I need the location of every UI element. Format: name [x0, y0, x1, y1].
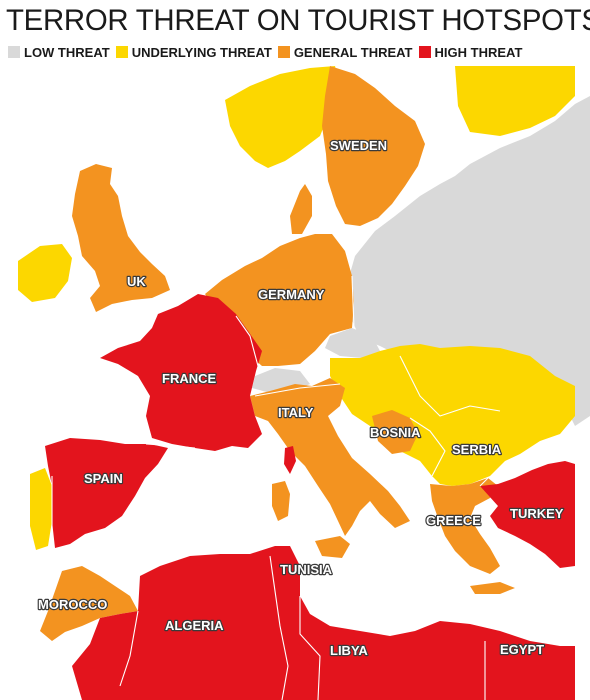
border-balkans-1: [409, 417, 446, 477]
region-france: [100, 294, 262, 451]
region-sicily: [315, 536, 350, 558]
label-serbia: SERBIA: [452, 442, 502, 457]
region-uk: [72, 164, 170, 312]
legend-swatch-underlying: [115, 46, 128, 58]
region-russia-eastern-europe: [345, 96, 590, 426]
legend: LOW THREAT UNDERLYING THREAT GENERAL THR…: [8, 42, 588, 62]
region-corsica: [284, 446, 296, 474]
label-bosnia: BOSNIA: [370, 425, 421, 440]
region-denmark: [290, 184, 312, 234]
underlying-threat-regions: [18, 66, 575, 550]
label-spain: SPAIN: [84, 471, 123, 486]
border-tunisia-libya: [299, 596, 321, 700]
label-algeria: ALGERIA: [165, 618, 224, 633]
label-greece: GREECE: [426, 513, 481, 528]
legend-item-high: HIGH THREAT: [418, 44, 523, 60]
country-labels: SWEDEN UK GERMANY FRANCE ITALY BOSNIA SE…: [37, 137, 565, 659]
low-threat-regions: [252, 96, 590, 426]
label-italy: ITALY: [278, 405, 314, 420]
legend-label-high: HIGH THREAT: [434, 44, 523, 60]
legend-label-low: LOW THREAT: [24, 44, 110, 60]
country-borders: [51, 275, 501, 700]
region-norway: [225, 66, 340, 168]
border-balkans-2: [399, 355, 501, 417]
region-turkey: [480, 461, 575, 568]
region-ireland: [18, 244, 72, 302]
region-crete: [470, 582, 515, 594]
legend-swatch-general: [277, 46, 290, 58]
legend-label-general: GENERAL THREAT: [293, 44, 413, 60]
border-france-germany: [235, 315, 259, 367]
legend-item-underlying: UNDERLYING THREAT: [115, 44, 272, 60]
region-finland: [455, 66, 575, 136]
legend-label-underlying: UNDERLYING THREAT: [131, 44, 272, 60]
region-bosnia: [372, 410, 418, 454]
region-portugal: [30, 468, 52, 550]
label-sweden: SWEDEN: [330, 138, 387, 153]
high-threat-regions: [45, 294, 575, 700]
label-germany: GERMANY: [258, 287, 325, 302]
general-threat-regions: [40, 66, 515, 641]
label-tunisia: TUNISIA: [280, 562, 333, 577]
region-greece: [430, 478, 500, 574]
region-morocco: [40, 566, 138, 641]
legend-item-general: GENERAL THREAT: [277, 44, 413, 60]
border-germany-east: [351, 275, 355, 329]
label-egypt: EGYPT: [500, 642, 544, 657]
label-turkey: TURKEY: [510, 506, 564, 521]
region-italy: [250, 378, 410, 536]
border-greece-turkey: [479, 477, 489, 487]
europe-threat-map: SWEDEN UK GERMANY FRANCE ITALY BOSNIA SE…: [18, 66, 590, 700]
region-sweden: [322, 66, 425, 226]
region-central-eastern-balkans: [330, 344, 575, 486]
legend-swatch-high: [418, 46, 431, 58]
border-morocco-algeria: [119, 610, 139, 687]
region-austria-czechia: [325, 328, 380, 358]
label-libya: LIBYA: [330, 643, 368, 658]
label-uk: UK: [127, 274, 146, 289]
label-france: FRANCE: [162, 371, 216, 386]
legend-swatch-low: [8, 46, 20, 58]
region-spain: [45, 438, 168, 548]
border-italy-north: [254, 383, 341, 397]
legend-item-low: LOW THREAT: [8, 45, 110, 60]
region-north-africa: [72, 546, 575, 700]
region-sardinia: [272, 481, 290, 521]
label-morocco: MOROCCO: [38, 597, 107, 612]
border-france-spain: [145, 443, 196, 449]
map-title: TERROR THREAT ON TOURIST HOTSPOTS: [6, 4, 590, 37]
border-algeria-tunisia: [269, 555, 289, 700]
